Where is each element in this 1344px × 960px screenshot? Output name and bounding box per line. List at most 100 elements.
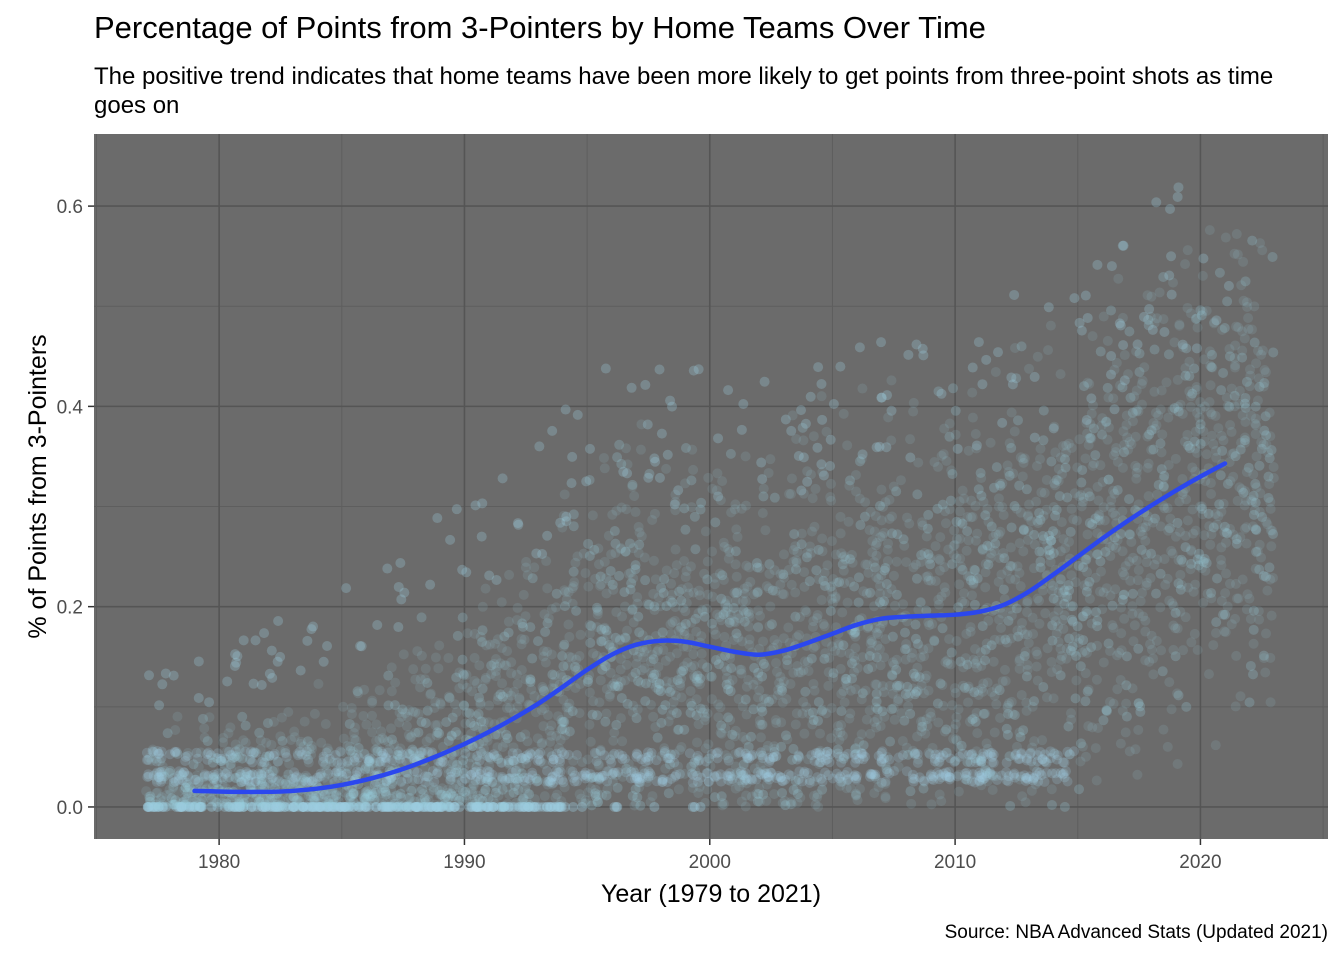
data-point bbox=[580, 767, 591, 778]
gridlines bbox=[94, 134, 1328, 839]
data-point bbox=[524, 800, 535, 811]
data-point bbox=[298, 801, 309, 812]
data-point bbox=[529, 746, 540, 757]
data-point bbox=[934, 769, 945, 780]
data-point bbox=[280, 801, 291, 812]
data-point bbox=[341, 801, 352, 812]
data-point bbox=[1003, 776, 1014, 787]
data-point bbox=[345, 790, 356, 801]
data-point bbox=[1026, 756, 1037, 767]
data-point bbox=[397, 749, 408, 760]
data-point bbox=[938, 750, 949, 761]
data-point bbox=[839, 751, 850, 762]
data-point bbox=[849, 771, 860, 782]
data-point bbox=[426, 801, 437, 812]
data-point bbox=[523, 773, 534, 784]
data-point bbox=[429, 703, 440, 713]
data-point bbox=[806, 750, 817, 761]
data-point bbox=[309, 795, 320, 806]
data-point bbox=[545, 777, 556, 788]
data-point bbox=[793, 750, 804, 761]
data-point bbox=[1076, 490, 1087, 501]
data-point bbox=[336, 801, 347, 812]
data-point bbox=[520, 674, 531, 685]
data-point bbox=[877, 746, 888, 757]
data-point bbox=[258, 801, 269, 812]
data-point bbox=[1159, 554, 1170, 565]
data-point bbox=[1260, 411, 1271, 422]
data-point bbox=[909, 748, 920, 759]
data-point bbox=[804, 775, 815, 786]
data-point bbox=[386, 686, 397, 697]
data-point bbox=[538, 686, 549, 697]
data-point bbox=[1035, 746, 1046, 757]
data-point bbox=[438, 757, 449, 768]
data-point bbox=[1000, 634, 1011, 645]
data-point bbox=[816, 595, 827, 606]
data-point bbox=[1098, 657, 1109, 668]
data-point bbox=[401, 801, 412, 812]
data-point bbox=[426, 801, 437, 812]
data-point bbox=[629, 773, 640, 784]
data-point bbox=[933, 553, 944, 564]
data-point bbox=[988, 656, 999, 667]
data-point bbox=[1268, 347, 1279, 358]
data-point bbox=[1055, 654, 1066, 665]
data-point bbox=[350, 757, 361, 768]
data-point bbox=[426, 801, 437, 812]
data-point bbox=[811, 565, 822, 576]
data-point bbox=[1174, 496, 1185, 507]
data-point bbox=[929, 753, 940, 764]
data-point bbox=[798, 768, 809, 779]
data-point bbox=[616, 692, 627, 703]
data-point bbox=[823, 680, 834, 691]
data-point bbox=[804, 576, 815, 587]
data-point bbox=[700, 756, 711, 767]
data-point bbox=[671, 770, 682, 781]
data-point bbox=[754, 715, 765, 726]
data-point bbox=[436, 789, 447, 800]
data-point bbox=[729, 587, 740, 598]
data-point bbox=[469, 801, 480, 812]
data-point bbox=[508, 755, 519, 766]
data-point bbox=[527, 573, 538, 584]
data-point bbox=[1038, 585, 1049, 596]
data-point bbox=[947, 469, 958, 480]
data-point bbox=[211, 777, 222, 788]
data-point bbox=[1058, 768, 1069, 779]
data-point bbox=[916, 550, 927, 561]
data-point bbox=[429, 776, 440, 787]
data-point bbox=[184, 801, 195, 812]
data-point bbox=[248, 748, 259, 759]
data-point bbox=[949, 756, 960, 767]
data-point bbox=[842, 767, 853, 778]
data-point bbox=[542, 801, 553, 812]
data-point bbox=[777, 697, 788, 708]
data-point bbox=[270, 801, 281, 812]
data-point bbox=[653, 661, 664, 672]
data-point bbox=[724, 617, 735, 628]
data-point bbox=[866, 769, 877, 780]
data-point bbox=[1105, 501, 1116, 512]
data-point bbox=[976, 772, 987, 783]
data-point bbox=[689, 511, 700, 522]
data-point bbox=[1130, 431, 1141, 442]
data-point bbox=[876, 757, 887, 768]
data-point bbox=[1027, 775, 1038, 786]
data-point bbox=[872, 704, 883, 715]
data-point bbox=[504, 773, 515, 784]
data-point bbox=[392, 749, 403, 760]
data-point bbox=[868, 769, 879, 780]
data-point bbox=[212, 748, 223, 759]
data-point bbox=[1238, 295, 1249, 306]
data-point bbox=[1046, 456, 1057, 467]
data-point bbox=[316, 801, 327, 812]
data-point bbox=[509, 801, 520, 812]
data-point bbox=[275, 800, 286, 811]
data-point bbox=[1245, 660, 1256, 671]
data-point bbox=[1023, 638, 1034, 649]
data-point bbox=[284, 758, 295, 769]
data-point bbox=[676, 692, 687, 703]
data-point bbox=[141, 747, 152, 758]
data-point bbox=[346, 709, 357, 720]
